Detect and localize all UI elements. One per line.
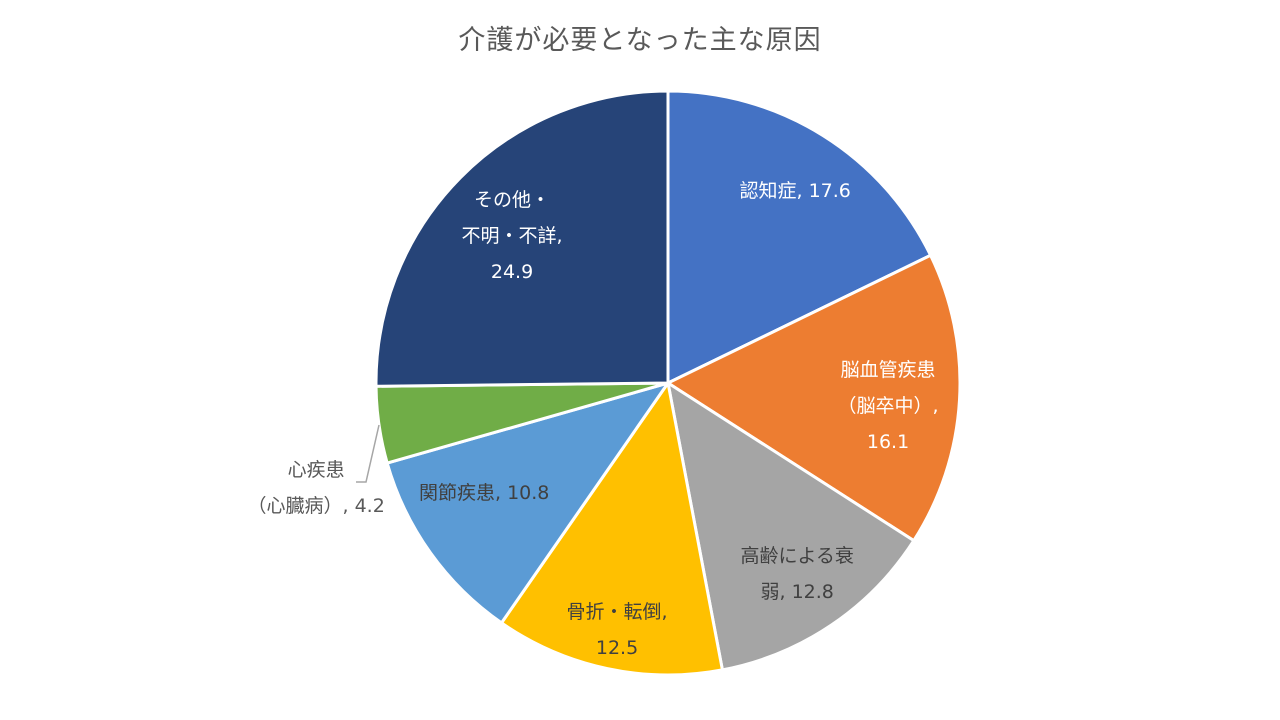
data-label: 心疾患 （心臓病）, 4.2 xyxy=(248,452,385,524)
pie-slice xyxy=(666,253,962,543)
data-label: 骨折・転倒, 12.5 xyxy=(567,594,668,666)
leader-line xyxy=(356,424,380,483)
data-label: 関節疾患, 10.8 xyxy=(419,475,549,511)
data-label-line: 弱, 12.8 xyxy=(760,581,834,603)
chart-title: 介護が必要となった主な原因 xyxy=(458,25,822,56)
pie-slice xyxy=(385,381,670,625)
data-label: 脳血管疾患 （脳卒中）, 16.1 xyxy=(838,352,939,460)
data-label-line: 骨折・転倒, xyxy=(566,601,668,623)
data-label-line: 12.5 xyxy=(595,637,639,659)
data-label-line: 24.9 xyxy=(490,261,534,283)
data-label: 認知症, 17.6 xyxy=(740,173,851,209)
data-label: 高齢による衰 弱, 12.8 xyxy=(741,538,854,610)
data-label-line: （心臓病）, 4.2 xyxy=(247,495,385,517)
pie-slice xyxy=(666,89,933,385)
data-label-line: 脳血管疾患 xyxy=(840,359,936,381)
data-label-line: 高齢による衰 xyxy=(740,545,854,567)
data-label: その他・不明・不詳, 24.9 xyxy=(462,182,563,290)
data-label-line: （脳卒中）, xyxy=(837,395,939,417)
pie-slice xyxy=(666,381,916,672)
data-label-line: 不明・不詳, xyxy=(461,225,563,247)
data-label-line: 心疾患 xyxy=(287,459,345,481)
data-label-line: 認知症, 17.6 xyxy=(739,180,851,202)
data-label-line: その他・ xyxy=(474,189,551,211)
pie-slice xyxy=(500,381,724,677)
pie-slice xyxy=(374,89,670,388)
data-label-line: 16.1 xyxy=(866,431,910,453)
data-label-line: 関節疾患, 10.8 xyxy=(419,482,550,504)
